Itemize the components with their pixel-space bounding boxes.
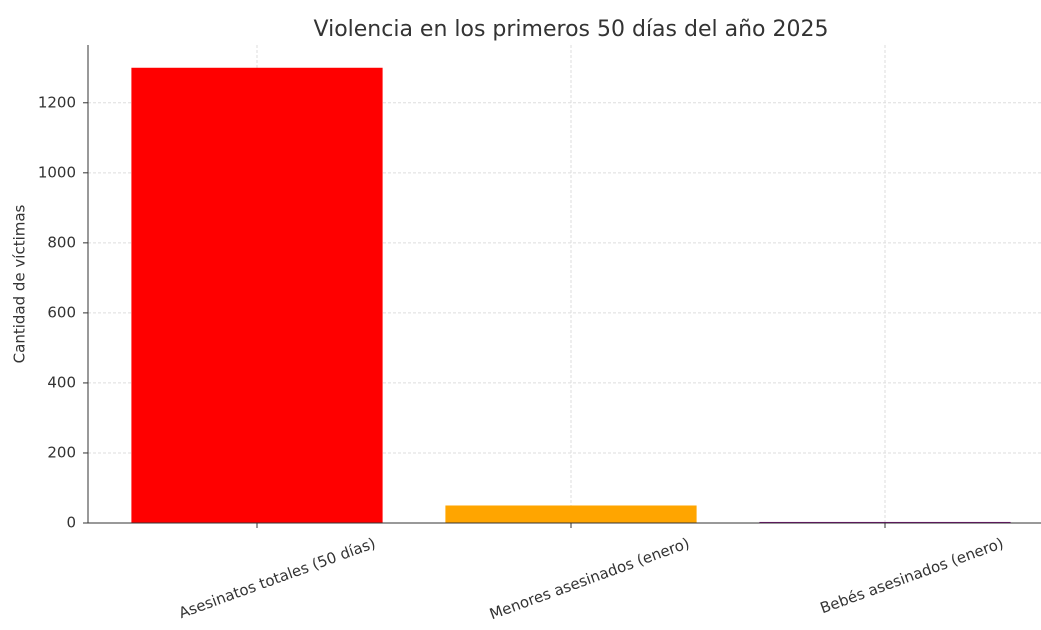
y-tick-label: 0 xyxy=(66,514,76,532)
x-tick-label: Asesinatos totales (50 días) xyxy=(176,534,378,622)
y-tick-label: 800 xyxy=(47,233,76,251)
y-tick-label: 1000 xyxy=(38,163,76,181)
x-tick-label: Bebés asesinados (enero) xyxy=(818,534,1006,617)
bar xyxy=(131,67,383,523)
y-tick-label: 400 xyxy=(47,373,76,391)
x-tick-label: Menores asesinados (enero) xyxy=(487,534,692,623)
y-axis-label: Cantidad de víctimas xyxy=(11,204,29,363)
y-tick-label: 1200 xyxy=(38,93,76,111)
bar xyxy=(759,521,1011,523)
bar xyxy=(445,505,697,523)
chart-title: Violencia en los primeros 50 días del añ… xyxy=(314,17,829,42)
y-tick-label: 200 xyxy=(47,443,76,461)
y-tick-label: 600 xyxy=(47,303,76,321)
